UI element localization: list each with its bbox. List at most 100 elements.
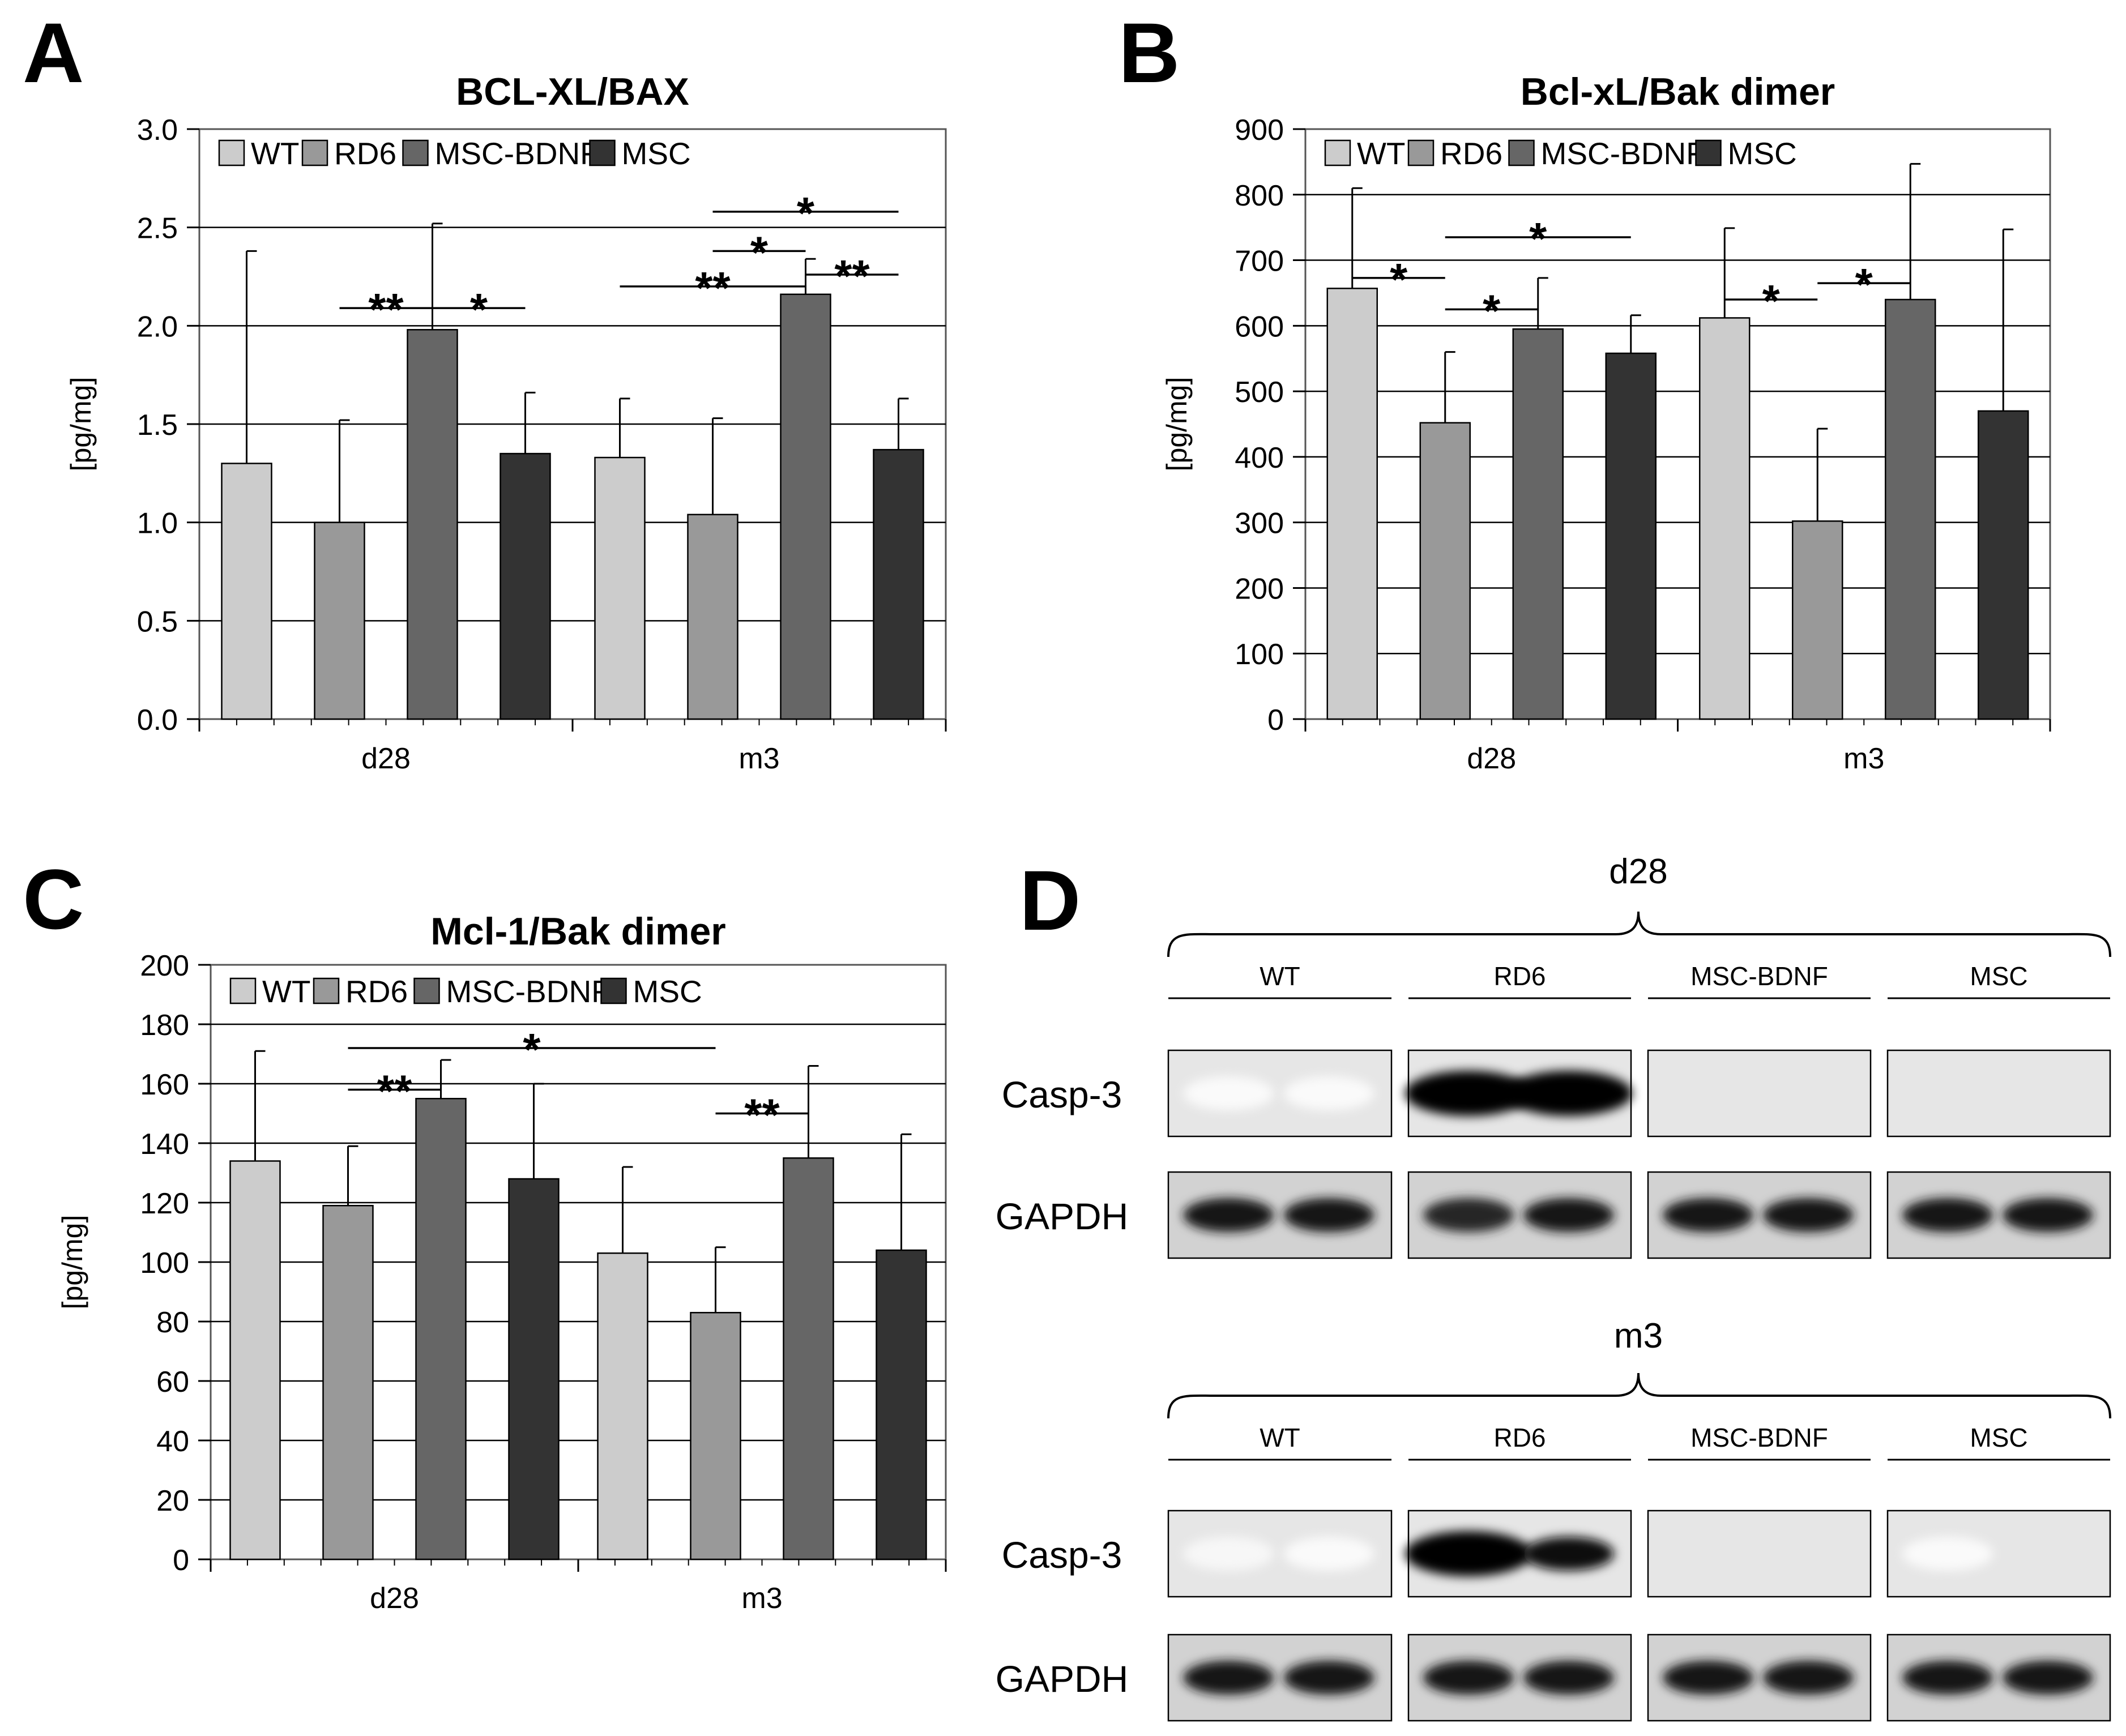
y-tick-label: 40 <box>156 1425 189 1458</box>
panel-letter: D <box>1019 853 1081 948</box>
y-tick-label: 0.0 <box>137 704 178 737</box>
bar-msc-m3 <box>876 1249 927 1560</box>
bar-msc-bdnf-m3 <box>780 293 831 720</box>
bar-msc-d28 <box>508 1178 560 1560</box>
significance-mark: * <box>750 227 769 277</box>
y-tick-label: 100 <box>140 1247 189 1280</box>
y-tick-label: 60 <box>156 1366 189 1399</box>
legend-label: MSC-BDNF <box>446 974 611 1009</box>
blot-band <box>1902 1537 1993 1571</box>
y-tick-label: 900 <box>1235 114 1284 147</box>
x-category-label: m3 <box>741 1582 782 1615</box>
y-tick-label: 1.5 <box>137 409 178 442</box>
y-tick-label: 20 <box>156 1485 189 1517</box>
timepoint-label: d28 <box>1609 852 1667 891</box>
legend-label: RD6 <box>334 136 396 171</box>
legend-swatch-msc-bdnf <box>413 977 440 1004</box>
y-tick-label: 140 <box>140 1128 189 1161</box>
chart-title: Bcl-xL/Bak dimer <box>1521 70 1835 113</box>
blot-band <box>1505 1071 1632 1116</box>
significance-mark: * <box>1529 213 1547 264</box>
chart-panel-A: A BCL-XL/BAX 0.0 0.5 1.0 1.5 2.0 2.5 3.0 [pg/mg] d… <box>23 5 947 775</box>
blot-band <box>2002 1198 2093 1232</box>
significance-mark: * <box>1855 259 1873 310</box>
legend-swatch-msc-bdnf <box>402 139 429 166</box>
plot-area <box>1304 128 2051 720</box>
significance-mark: ** <box>695 263 731 313</box>
legend-swatch-rd6 <box>313 977 340 1004</box>
bar-rd6-d28 <box>314 521 365 720</box>
legend-label: WT <box>1357 136 1406 171</box>
bar-wt-m3 <box>594 456 646 720</box>
y-axis-label: [pg/mg] <box>1161 377 1193 472</box>
panel-letter: C <box>23 852 84 947</box>
legend-swatch-msc-bdnf <box>1508 139 1535 166</box>
blot-band <box>1183 1076 1274 1110</box>
group-label: RD6 <box>1493 1423 1546 1452</box>
significance-mark: ** <box>368 284 404 335</box>
legend-label: MSC-BDNF <box>1541 136 1705 171</box>
x-category-label: d28 <box>1467 742 1516 775</box>
blot-band <box>1405 1531 1532 1576</box>
blot-band <box>1283 1537 1374 1571</box>
bar-wt-d28 <box>221 463 272 720</box>
x-category-label: d28 <box>370 1582 419 1615</box>
bar-rd6-d28 <box>322 1205 374 1560</box>
blot-band <box>1183 1198 1274 1232</box>
blot-band <box>1523 1537 1614 1571</box>
y-tick-label: 180 <box>140 1009 189 1042</box>
bar-msc-bdnf-m3 <box>783 1157 834 1560</box>
blot-band <box>1183 1537 1274 1571</box>
group-label: WT <box>1260 961 1300 991</box>
blot-timepoint-m3: m3 WT RD6 MSC-BDNF MSC Casp-3 GAPDH <box>996 1316 2111 1722</box>
y-tick-label: 500 <box>1235 376 1284 409</box>
brace <box>1167 911 2111 957</box>
blot-band <box>1283 1661 1374 1695</box>
panel-letter: A <box>23 5 84 100</box>
bar-wt-d28 <box>1326 288 1378 720</box>
legend-label: MSC-BDNF <box>435 136 599 171</box>
bar-msc-bdnf-d28 <box>415 1098 467 1560</box>
y-tick-label: 80 <box>156 1306 189 1339</box>
brace <box>1167 1372 2111 1419</box>
y-tick-label: 100 <box>1235 638 1284 671</box>
bar-msc-m3 <box>1978 410 2029 720</box>
timepoint-label: m3 <box>1614 1316 1663 1356</box>
significance-mark: ** <box>744 1090 780 1140</box>
blot-timepoint-d28: d28 WT RD6 MSC-BDNF MSC Casp-3 GAPDH <box>996 852 2111 1259</box>
group-label: MSC <box>1970 1423 2027 1452</box>
blot-band <box>2002 1661 2093 1695</box>
legend-label: WT <box>262 974 311 1009</box>
blot-band <box>1902 1661 1993 1695</box>
blot-band <box>1762 1198 1854 1232</box>
x-category-label: m3 <box>1843 742 1884 775</box>
bar-rd6-m3 <box>1792 520 1843 720</box>
blot-band <box>1762 1661 1854 1695</box>
bar-rd6-m3 <box>687 514 738 720</box>
blot-band <box>1663 1661 1754 1695</box>
y-tick-label: 700 <box>1235 245 1284 278</box>
group-label: WT <box>1260 1423 1300 1452</box>
blot-band <box>1405 1071 1532 1116</box>
bar-msc-d28 <box>500 452 551 720</box>
legend-label: RD6 <box>345 974 408 1009</box>
blot-band <box>1423 1198 1514 1232</box>
blot-row-label: Casp-3 <box>1002 1534 1122 1576</box>
y-tick-label: 200 <box>1235 572 1284 605</box>
blot-band <box>1523 1198 1614 1232</box>
bar-wt-m3 <box>597 1252 648 1560</box>
legend-label: RD6 <box>1440 136 1502 171</box>
blot-strip <box>1647 1510 1872 1598</box>
bar-msc-m3 <box>873 448 924 720</box>
x-category-label: m3 <box>738 742 779 775</box>
y-axis-label: [pg/mg] <box>57 1215 88 1310</box>
significance-mark: * <box>797 188 815 238</box>
blot-band <box>1423 1661 1514 1695</box>
group-label: MSC-BDNF <box>1690 961 1828 991</box>
legend-label: WT <box>251 136 300 171</box>
y-tick-label: 0 <box>173 1544 189 1577</box>
bar-msc-bdnf-d28 <box>407 329 458 720</box>
bar-wt-d28 <box>229 1160 281 1560</box>
